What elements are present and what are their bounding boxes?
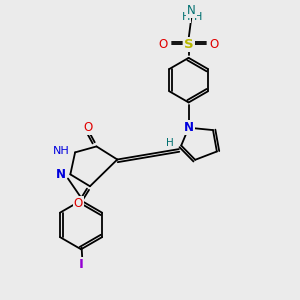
Text: H: H — [166, 138, 174, 148]
Text: H: H — [194, 12, 202, 22]
Text: S: S — [184, 38, 194, 51]
Text: NH: NH — [52, 146, 69, 156]
Text: I: I — [79, 258, 83, 271]
Text: O: O — [74, 197, 83, 210]
Text: O: O — [159, 38, 168, 51]
Text: N: N — [184, 121, 194, 134]
Text: H: H — [182, 12, 190, 22]
Text: N: N — [187, 4, 196, 17]
Text: N: N — [56, 168, 66, 181]
Text: O: O — [84, 121, 93, 134]
Text: O: O — [209, 38, 218, 51]
